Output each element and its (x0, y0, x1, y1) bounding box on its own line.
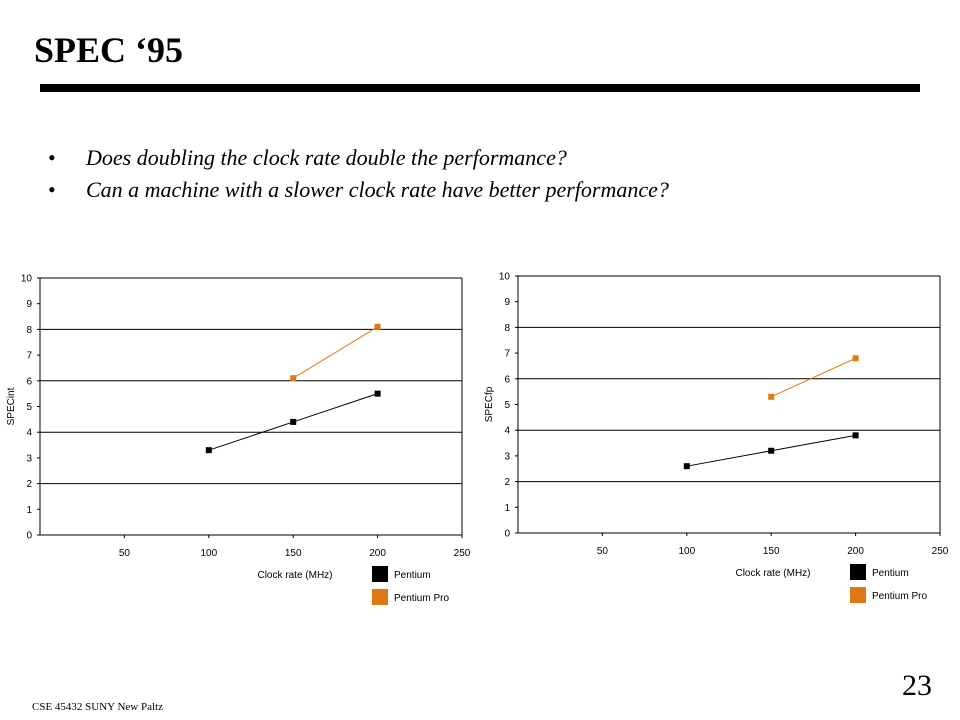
x-tick-label: 150 (763, 546, 780, 557)
bullet-list: • Does doubling the clock rate double th… (48, 142, 669, 206)
y-tick-label: 8 (26, 325, 32, 336)
y-tick-label: 10 (21, 274, 33, 285)
page-number: 23 (902, 668, 932, 704)
data-point-marker (768, 448, 774, 454)
x-tick-label: 100 (200, 548, 217, 559)
y-tick-label: 10 (499, 272, 511, 283)
data-point-marker (853, 432, 859, 438)
data-point-marker (375, 391, 381, 397)
x-tick-label: 50 (119, 548, 131, 559)
legend-label: Pentium (394, 570, 431, 581)
slide-title: SPEC ‘95 (34, 28, 183, 72)
x-tick-label: 250 (932, 546, 948, 557)
y-tick-label: 4 (26, 428, 32, 439)
x-tick-label: 50 (597, 546, 609, 557)
y-tick-label: 4 (504, 426, 510, 437)
x-axis-title: Clock rate (MHz) (735, 568, 810, 579)
y-tick-label: 6 (504, 374, 510, 385)
data-point-marker (375, 324, 381, 330)
x-tick-label: 200 (369, 548, 386, 559)
legend-label: Pentium Pro (394, 593, 449, 604)
x-tick-label: 100 (678, 546, 695, 557)
x-tick-label: 200 (847, 546, 864, 557)
bullet-item: • Does doubling the clock rate double th… (48, 142, 669, 174)
x-axis-title: Clock rate (MHz) (257, 570, 332, 581)
y-tick-label: 5 (26, 402, 32, 413)
legend-swatch (850, 564, 866, 580)
specint-chart: 0 1 2 3 4 5 6 7 8 9 10 50 100 150 200 250 Clock rate (MH… (0, 258, 470, 618)
bullet-text: Does doubling the clock rate double the … (86, 145, 567, 170)
y-axis-title: SPECint (6, 387, 17, 425)
y-tick-label: 9 (504, 297, 510, 308)
specfp-chart: 0 1 2 3 4 5 6 7 8 9 10 50 100 150 200 250 Clock rate (MH… (478, 256, 948, 616)
y-tick-label: 7 (504, 349, 510, 360)
title-underline-bar (40, 84, 920, 92)
data-point-marker (290, 375, 296, 381)
legend-label: Pentium Pro (872, 591, 927, 602)
y-tick-label: 1 (26, 505, 32, 516)
data-point-marker (684, 463, 690, 469)
bullet-dot: • (48, 142, 56, 174)
y-tick-label: 6 (26, 376, 32, 387)
y-tick-label: 3 (504, 451, 510, 462)
y-axis-title: SPECfp (484, 386, 495, 422)
y-tick-label: 7 (26, 351, 32, 362)
footer-text: CSE 45432 SUNY New Paltz (32, 701, 163, 713)
specint-chart-svg: 0 1 2 3 4 5 6 7 8 9 10 50 100 150 200 250 Clock rate (MH… (0, 258, 470, 618)
legend-label: Pentium (872, 568, 909, 579)
y-tick-label: 0 (504, 529, 510, 540)
data-point-marker (290, 419, 296, 425)
data-point-marker (853, 355, 859, 361)
specfp-chart-svg: 0 1 2 3 4 5 6 7 8 9 10 50 100 150 200 250 Clock rate (MH… (478, 256, 948, 616)
series-line (771, 358, 855, 397)
y-tick-label: 2 (26, 479, 32, 490)
bullet-item: • Can a machine with a slower clock rate… (48, 174, 669, 206)
y-tick-label: 1 (504, 503, 510, 514)
bullet-dot: • (48, 174, 56, 206)
y-tick-label: 3 (26, 453, 32, 464)
y-tick-label: 9 (26, 299, 32, 310)
legend-swatch (372, 589, 388, 605)
data-point-marker (768, 394, 774, 400)
x-tick-label: 150 (285, 548, 302, 559)
y-tick-label: 0 (26, 531, 32, 542)
x-tick-label: 250 (454, 548, 470, 559)
series-line (293, 327, 377, 378)
data-point-marker (206, 447, 212, 453)
y-tick-label: 5 (504, 400, 510, 411)
legend-swatch (850, 587, 866, 603)
bullet-text: Can a machine with a slower clock rate h… (86, 177, 669, 202)
y-tick-label: 8 (504, 323, 510, 334)
legend-swatch (372, 566, 388, 582)
y-tick-label: 2 (504, 477, 510, 488)
